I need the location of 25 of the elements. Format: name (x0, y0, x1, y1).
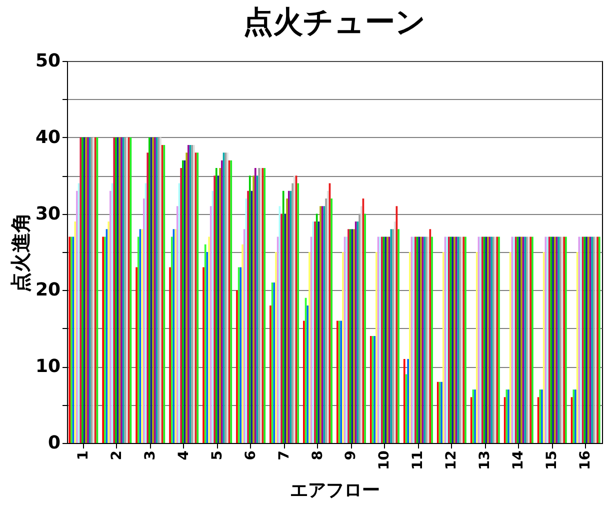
y-tick-label: 0 (48, 432, 60, 454)
y-tick-label: 20 (35, 280, 60, 301)
x-tick-label: 5 (209, 450, 226, 460)
x-tick-label: 10 (376, 450, 393, 470)
x-tick-label: 9 (343, 450, 360, 460)
y-tick-label: 10 (35, 356, 60, 378)
x-tick-label: 8 (310, 450, 326, 460)
x-tick-label: 12 (444, 450, 460, 470)
x-tick-label: 2 (108, 450, 125, 460)
x-tick-label: 3 (142, 450, 158, 460)
x-tick-label: 13 (477, 450, 494, 470)
x-tick-label: 1 (75, 450, 92, 460)
y-tick-label: 40 (35, 126, 60, 148)
x-tick-label: 14 (510, 450, 527, 470)
y-tick-label: 30 (35, 203, 60, 224)
x-tick-label: 15 (544, 450, 560, 470)
y-axis-title: 点火進角 (8, 212, 32, 292)
x-tick-label: 7 (276, 450, 292, 460)
x-tick-label: 16 (578, 450, 594, 470)
x-tick-label: 6 (242, 450, 259, 460)
x-tick-label: 4 (176, 450, 192, 460)
y-tick-label: 50 (35, 50, 60, 72)
x-axis-title: エアフロー (290, 480, 380, 501)
chart-title: 点火チューン (243, 5, 426, 40)
x-tick-label: 11 (410, 450, 426, 470)
